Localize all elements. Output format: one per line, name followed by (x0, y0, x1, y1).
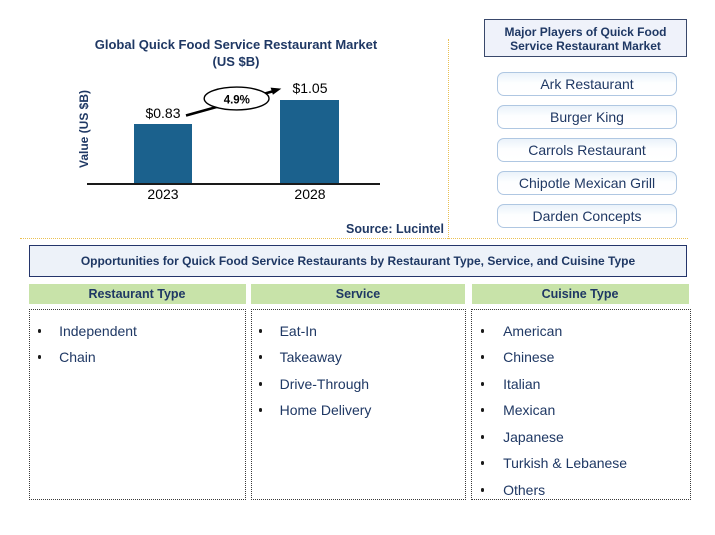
svg-text:4.9%: 4.9% (224, 95, 250, 107)
